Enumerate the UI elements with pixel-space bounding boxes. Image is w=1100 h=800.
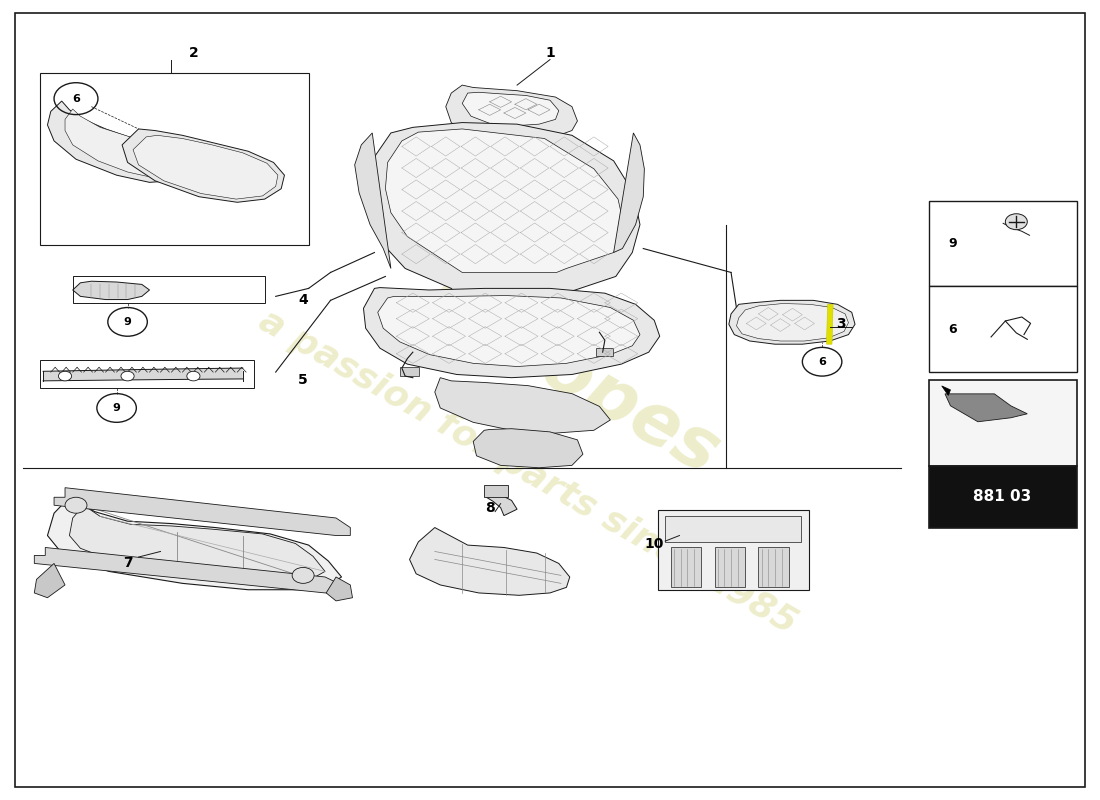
- Polygon shape: [54, 488, 350, 535]
- Polygon shape: [34, 563, 65, 598]
- Text: 6: 6: [948, 322, 957, 336]
- Polygon shape: [945, 394, 1027, 422]
- Text: 8: 8: [485, 501, 495, 514]
- Bar: [596, 348, 613, 356]
- Polygon shape: [65, 109, 174, 178]
- Circle shape: [293, 567, 315, 583]
- Polygon shape: [363, 287, 660, 378]
- Polygon shape: [377, 295, 640, 366]
- Bar: [928, 201, 1077, 286]
- Bar: [40, 360, 254, 388]
- Bar: [928, 466, 1077, 527]
- Polygon shape: [486, 494, 517, 515]
- Bar: [928, 286, 1077, 372]
- Text: a passion for parts since 1985: a passion for parts since 1985: [253, 303, 803, 640]
- Polygon shape: [122, 129, 285, 202]
- Text: Europes: Europes: [411, 264, 732, 488]
- Polygon shape: [462, 92, 559, 126]
- Polygon shape: [354, 133, 390, 269]
- Text: 6: 6: [818, 357, 826, 366]
- Circle shape: [121, 371, 134, 381]
- Polygon shape: [73, 282, 150, 299]
- Bar: [759, 547, 789, 587]
- Bar: [73, 276, 265, 302]
- Text: 4: 4: [298, 294, 308, 307]
- Bar: [928, 380, 1077, 466]
- Text: 9: 9: [123, 317, 132, 327]
- Polygon shape: [370, 122, 640, 298]
- Circle shape: [65, 498, 87, 514]
- Polygon shape: [69, 506, 326, 582]
- Polygon shape: [942, 386, 950, 395]
- Polygon shape: [47, 101, 183, 182]
- Text: 9: 9: [112, 403, 121, 413]
- Text: 1: 1: [546, 46, 554, 60]
- Text: 2: 2: [188, 46, 198, 60]
- Polygon shape: [826, 304, 833, 344]
- Polygon shape: [327, 577, 352, 601]
- Polygon shape: [47, 498, 341, 590]
- Bar: [484, 486, 508, 498]
- Polygon shape: [385, 129, 625, 273]
- Polygon shape: [133, 135, 278, 199]
- Text: 881 03: 881 03: [974, 489, 1032, 504]
- Circle shape: [58, 371, 72, 381]
- Bar: [715, 547, 746, 587]
- Polygon shape: [409, 527, 570, 595]
- Text: 7: 7: [123, 557, 132, 570]
- Circle shape: [1005, 214, 1027, 230]
- Text: 5: 5: [298, 373, 308, 387]
- Polygon shape: [729, 300, 855, 344]
- Bar: [399, 366, 419, 376]
- Bar: [40, 73, 309, 245]
- Polygon shape: [434, 378, 610, 434]
- Bar: [658, 510, 808, 590]
- Bar: [671, 547, 702, 587]
- Text: 6: 6: [73, 94, 80, 104]
- Polygon shape: [614, 133, 645, 253]
- Polygon shape: [473, 429, 583, 468]
- Text: 3: 3: [836, 318, 846, 331]
- Polygon shape: [34, 547, 341, 593]
- Text: 10: 10: [645, 537, 664, 550]
- Text: 9: 9: [948, 237, 957, 250]
- Polygon shape: [737, 303, 848, 341]
- Bar: [666, 515, 801, 542]
- Circle shape: [187, 371, 200, 381]
- Polygon shape: [446, 85, 578, 136]
